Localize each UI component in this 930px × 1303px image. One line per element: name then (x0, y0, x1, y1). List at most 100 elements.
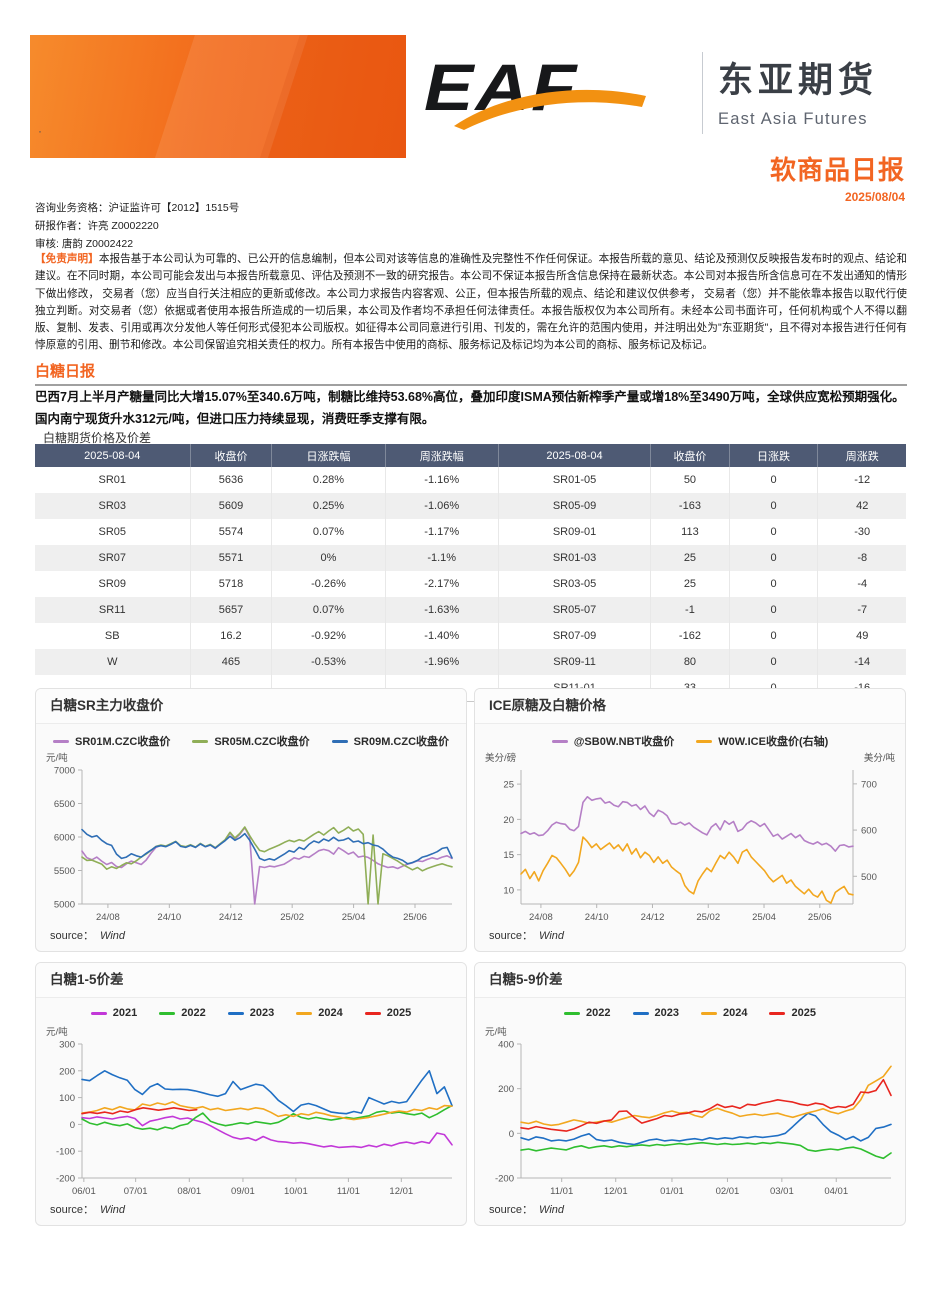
svg-text:6000: 6000 (54, 833, 75, 844)
table-cell: -14 (817, 649, 906, 675)
table-cell: SR05-07 (498, 597, 652, 623)
chart-title: 白糖SR主力收盘价 (36, 689, 466, 724)
legend-item: 2024 (296, 1007, 343, 1019)
chart-legend: SR01M.CZC收盘价 SR05M.CZC收盘价 SR09M.CZC收盘价 (36, 733, 466, 749)
table-cell: 80 (650, 649, 730, 675)
chart-plot: 10 15 20 25 500 600 700 24/08 24/10 24/12 25/02 25/… (503, 770, 877, 923)
svg-text:07/01: 07/01 (124, 1186, 148, 1197)
table-row: SR11 5657 0.07% -1.63% SR05-07 -1 0 -7 (35, 597, 906, 623)
table-cell: 5571 (190, 545, 273, 571)
legend-item: SR09M.CZC收盘价 (331, 733, 450, 749)
svg-text:25/02: 25/02 (280, 912, 304, 923)
table-cell: SR05 (35, 519, 191, 545)
svg-text:500: 500 (861, 872, 877, 883)
table-cell: SR03-05 (498, 571, 652, 597)
table-caption: 白糖期货价格及价差 (43, 431, 152, 445)
chart-body: SR01M.CZC收盘价 SR05M.CZC收盘价 SR09M.CZC收盘价 元/吨 5… (36, 724, 466, 951)
table-cell: 0% (271, 545, 386, 571)
eaf-logo-swoosh-icon (454, 89, 646, 130)
disclaimer: 【免责声明】本报告基于本公司认为可靠的、已公开的信息编制，但本公司对该等信息的准… (35, 251, 907, 355)
svg-text:10/01: 10/01 (284, 1186, 308, 1197)
chart-legend: @SB0W.NBT收盘价 W0W.ICE收盘价(右轴) (475, 733, 905, 749)
table-cell: 0 (729, 597, 819, 623)
table-cell: 16.2 (190, 623, 273, 649)
svg-text:11/01: 11/01 (550, 1186, 573, 1197)
legend-label: 2025 (791, 1007, 816, 1019)
svg-text:15: 15 (503, 850, 514, 861)
column-header: 周涨跌幅 (385, 444, 499, 467)
source-note: source： Wind (50, 1201, 125, 1217)
svg-text:600: 600 (861, 826, 877, 837)
legend-item: 2022 (159, 1007, 206, 1019)
meta-qualification: 咨询业务资格：沪证监许可【2012】1515号 (35, 202, 240, 214)
report-date: 2025/08/04 (844, 190, 905, 204)
chart-legend: 2021 2022 2023 2024 2025 (36, 1007, 466, 1019)
table-cell: SR01 (35, 467, 191, 493)
svg-text:08/01: 08/01 (177, 1186, 201, 1197)
table-cell: -12 (854, 474, 871, 486)
table-cell: 49 (856, 630, 869, 642)
chart-card-spread-1-5: 白糖1-5价差 2021 2022 2023 2024 2025 元/吨 -200 -100 0… (35, 962, 467, 1226)
table-cell: 5718 (190, 571, 273, 597)
legend-label: 2021 (112, 1007, 138, 1019)
chart-body: 2021 2022 2023 2024 2025 元/吨 -200 -100 0 100 200 30… (36, 998, 466, 1225)
legend-swatch-icon (696, 739, 713, 743)
chart-title: ICE原糖及白糖价格 (475, 689, 905, 724)
y-axis-unit-left: 元/吨 (46, 1027, 68, 1038)
chart-card-ice-sugar: ICE原糖及白糖价格 @SB0W.NBT收盘价 W0W.ICE收盘价(右轴) 美分/… (474, 688, 906, 952)
svg-text:200: 200 (59, 1066, 75, 1077)
y-axis-unit-left: 美分/磅 (485, 753, 517, 764)
chart-plot: -200 0 200 400 11/01 12/01 01/01 02/01 03/01 04/0… (495, 1040, 892, 1197)
svg-text:6500: 6500 (54, 799, 75, 810)
column-header: 周涨跌 (817, 444, 906, 467)
table-cell: 113 (650, 519, 730, 545)
column-header: 收盘价 (650, 444, 730, 467)
chart-card-sr-main-close: 白糖SR主力收盘价 SR01M.CZC收盘价 SR05M.CZC收盘价 SR09M.… (35, 688, 467, 952)
legend-item: W0W.ICE收盘价(右轴) (696, 733, 828, 749)
source-note: source： Wind (489, 1201, 564, 1217)
legend-label: W0W.ICE收盘价(右轴) (718, 736, 829, 748)
table-cell: -7 (817, 597, 906, 623)
source-prefix: source： (50, 930, 95, 942)
table-row: SR03 5609 0.25% -1.06% SR05-09 -163 0 42 (35, 493, 906, 519)
svg-text:300: 300 (59, 1040, 75, 1051)
svg-text:24/12: 24/12 (641, 912, 665, 923)
chart-title: 白糖1-5价差 (36, 963, 466, 998)
table-cell: 0 (729, 545, 819, 571)
legend-item: SR01M.CZC收盘价 (52, 733, 170, 749)
table-header-row: 2025-08-04 收盘价 日涨跌幅 周涨跌幅 2025-08-04 收盘价 日涨跌 周涨跌 (35, 444, 906, 467)
svg-text:12/01: 12/01 (604, 1186, 628, 1197)
table-cell: -0.26% (271, 571, 386, 597)
svg-text:7000: 7000 (54, 766, 75, 777)
table-cell: 0.28% (271, 467, 386, 493)
table-cell: -0.53% (271, 649, 386, 675)
svg-text:24/10: 24/10 (157, 912, 181, 923)
legend-swatch-icon (551, 739, 568, 743)
svg-text:24/08: 24/08 (96, 912, 120, 923)
table-cell: -4 (857, 578, 868, 590)
legend-item: SR05M.CZC收盘价 (192, 733, 310, 749)
report-title: 软商品日报 (769, 155, 905, 185)
source-name: Wind (539, 1204, 564, 1216)
source-name: Wind (539, 930, 564, 942)
source-prefix: source： (50, 1204, 95, 1216)
table-cell: -162 (650, 623, 730, 649)
table-cell: SR07-09 (498, 623, 652, 649)
legend-swatch-icon (296, 1011, 313, 1015)
table-cell: 0.07% (271, 519, 386, 545)
disclaimer-label: 【免责声明】 (35, 253, 99, 265)
meta-author: 研报作者：许亮 Z0002220 (35, 220, 159, 233)
svg-text:100: 100 (59, 1093, 75, 1104)
chart-body: @SB0W.NBT收盘价 W0W.ICE收盘价(右轴) 美分/磅 美分/吨 10 15 20… (475, 724, 905, 951)
legend-label: SR09M.CZC收盘价 (353, 736, 450, 748)
table-cell: 0 (729, 623, 819, 649)
table-cell: SR05-09 (498, 493, 652, 519)
table-cell: -2.17% (385, 571, 499, 597)
chart-title: 白糖5-9价差 (475, 963, 905, 998)
charts-grid: 白糖SR主力收盘价 SR01M.CZC收盘价 SR05M.CZC收盘价 SR09M.… (35, 688, 906, 1226)
svg-text:0: 0 (509, 1129, 514, 1140)
table-cell: 0 (729, 493, 819, 519)
table-cell: -1.40% (385, 623, 499, 649)
brand-block: 东亚期货 East Asia Futures (718, 52, 913, 129)
table-cell: SR09-01 (498, 519, 652, 545)
